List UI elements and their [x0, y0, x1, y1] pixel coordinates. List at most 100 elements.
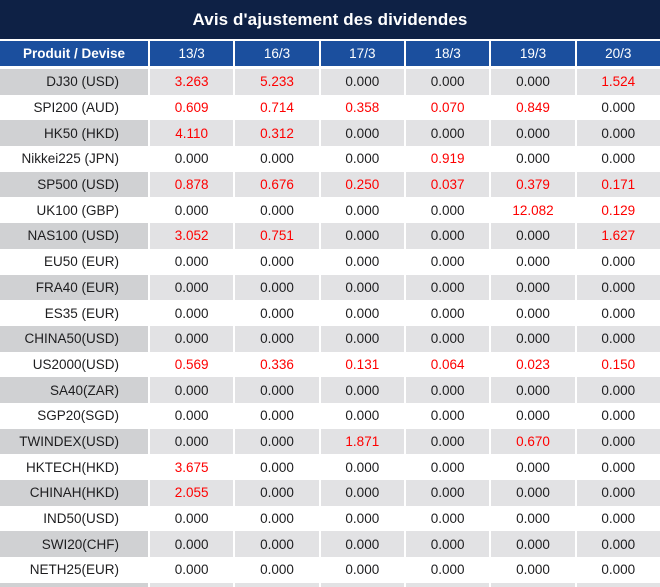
value-cell: 0.000: [574, 146, 660, 172]
table-row: NAS100 (USD) 3.052 0.751 0.000 0.000 0.000 1.6…: [0, 223, 660, 249]
value-cell: 3.263: [148, 69, 234, 95]
value-cell: 0.000: [233, 531, 319, 558]
table-header-row: Produit / Devise 13/3 16/3 17/3 18/3 19/3 20/3: [0, 41, 660, 69]
value-cell: 0.676: [233, 171, 319, 198]
product-cell: TWINDEX(USD): [0, 428, 148, 455]
value-cell: 0.000: [489, 480, 575, 506]
value-cell: 0.250: [318, 171, 404, 198]
product-cell: NETH25(EUR): [0, 557, 148, 583]
value-cell: 0.000: [233, 300, 319, 326]
value-cell: 0.000: [233, 505, 319, 532]
value-cell: 0.000: [318, 480, 404, 506]
header-cell-date: 19/3: [489, 41, 574, 66]
value-cell: 0.023: [489, 351, 575, 378]
product-cell: CHINA50(USD): [0, 325, 148, 352]
value-cell: 0.129: [574, 197, 660, 224]
value-cell: 0.000: [489, 377, 575, 403]
header-cell-date: 18/3: [403, 41, 489, 66]
value-cell: 0.000: [318, 300, 404, 326]
value-cell: 0.000: [403, 300, 490, 326]
header-cell-date: 16/3: [233, 41, 318, 66]
value-cell: 0.000: [403, 454, 490, 480]
value-cell: 1.627: [574, 223, 660, 249]
value-cell: 0.000: [318, 377, 404, 403]
product-cell: SP500 (USD): [0, 171, 148, 198]
product-cell: NAS100 (USD): [0, 223, 148, 249]
product-cell: DJ30 (USD): [0, 69, 148, 95]
table-row: TWINDEX(USD) 0.000 0.000 1.871 0.000 0.670 0.0…: [0, 428, 660, 455]
value-cell: 0.000: [148, 402, 234, 429]
value-cell: 0.000: [233, 402, 319, 429]
value-cell: 0.064: [403, 351, 490, 378]
value-cell: 0.000: [574, 531, 660, 558]
value-cell: 0.000: [403, 223, 490, 249]
value-cell: 0.000: [403, 402, 490, 429]
value-cell: 0.000: [574, 248, 660, 275]
value-cell: 0.000: [148, 531, 234, 558]
value-cell: 0.000: [489, 274, 575, 301]
value-cell: 3.675: [148, 454, 234, 480]
value-cell: 0.000: [233, 557, 319, 583]
value-cell: 0.000: [318, 197, 404, 224]
product-cell: CHINAH(HKD): [0, 480, 148, 506]
value-cell: 0.000: [318, 531, 404, 558]
value-cell: 0.609: [148, 94, 234, 121]
value-cell: 1.871: [318, 428, 404, 455]
value-cell: 0.000: [574, 557, 660, 583]
value-cell: 0.000: [489, 223, 575, 249]
table-row: NETH25(EUR) 0.000 0.000 0.000 0.000 0.000 0.00…: [0, 557, 660, 583]
value-cell: 0.000: [574, 274, 660, 301]
value-cell: 4.110: [148, 120, 234, 147]
value-cell: [489, 582, 575, 587]
value-cell: 0.000: [233, 197, 319, 224]
table-body: DJ30 (USD) 3.263 5.233 0.000 0.000 0.000 1.524…: [0, 69, 660, 587]
value-cell: 0.000: [489, 557, 575, 583]
value-cell: 0.000: [148, 505, 234, 532]
header-cell-date: 17/3: [318, 41, 404, 66]
value-cell: 0.000: [403, 531, 490, 558]
value-cell: 0.919: [403, 146, 490, 172]
value-cell: 0.000: [403, 274, 490, 301]
table-row: SP500 (USD) 0.878 0.676 0.250 0.037 0.379 0.17…: [0, 171, 660, 198]
value-cell: 0.000: [233, 454, 319, 480]
value-cell: 0.358: [318, 94, 404, 121]
value-cell: 0.000: [148, 428, 234, 455]
value-cell: 0.000: [403, 248, 490, 275]
value-cell: 0.000: [574, 377, 660, 403]
value-cell: 0.000: [148, 248, 234, 275]
product-cell: EU50 (EUR): [0, 248, 148, 275]
product-cell: [0, 582, 148, 587]
value-cell: 3.052: [148, 223, 234, 249]
value-cell: 0.336: [233, 351, 319, 378]
value-cell: 0.000: [148, 300, 234, 326]
value-cell: [403, 582, 490, 587]
value-cell: 0.000: [318, 454, 404, 480]
value-cell: 0.000: [403, 428, 490, 455]
value-cell: 0.751: [233, 223, 319, 249]
product-cell: Nikkei225 (JPN): [0, 146, 148, 172]
header-cell-product-devise: Produit / Devise: [22, 46, 126, 61]
value-cell: 0.000: [574, 325, 660, 352]
value-cell: 0.000: [148, 146, 234, 172]
value-cell: 0.070: [403, 94, 490, 121]
value-cell: 0.000: [574, 402, 660, 429]
table-row: HK50 (HKD) 4.110 0.312 0.000 0.000 0.000 0.000: [0, 120, 660, 147]
product-cell: SGP20(SGD): [0, 402, 148, 429]
value-cell: 0.000: [148, 197, 234, 224]
value-cell: 0.000: [233, 274, 319, 301]
table-row: ES35 (EUR) 0.000 0.000 0.000 0.000 0.000 0.000: [0, 300, 660, 326]
value-cell: 0.000: [489, 402, 575, 429]
value-cell: 0.000: [148, 325, 234, 352]
value-cell: 0.000: [489, 300, 575, 326]
value-cell: 0.000: [574, 505, 660, 532]
value-cell: 0.000: [403, 120, 490, 147]
value-cell: 0.670: [489, 428, 575, 455]
product-cell: FRA40 (EUR): [0, 274, 148, 301]
value-cell: 0.379: [489, 171, 575, 198]
header-cell-date: 20/3: [574, 41, 660, 66]
value-cell: 0.878: [148, 171, 234, 198]
value-cell: 2.055: [148, 480, 234, 506]
value-cell: 0.000: [233, 428, 319, 455]
value-cell: 0.849: [489, 94, 575, 121]
